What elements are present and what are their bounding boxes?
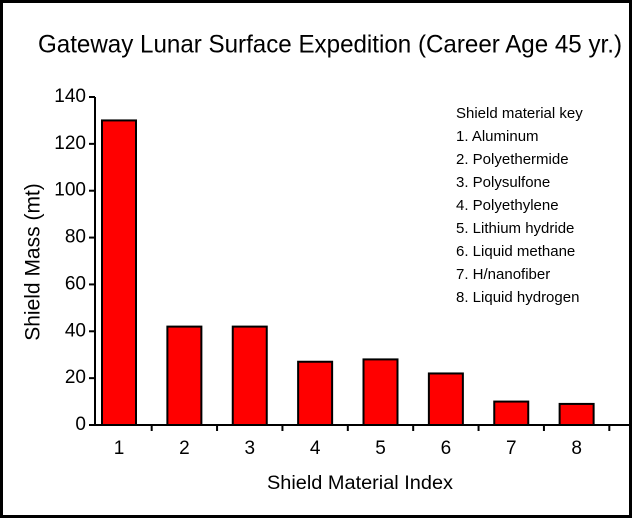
bar — [297, 360, 334, 426]
y-tick-label: 0 — [75, 414, 86, 435]
key-item: 2. Polyethermide — [456, 151, 569, 168]
x-tick-label: 4 — [310, 438, 321, 459]
bar — [558, 402, 595, 426]
x-tick-label: 8 — [571, 438, 582, 459]
x-tick-label: 7 — [506, 438, 517, 459]
x-tick-label: 5 — [375, 438, 386, 459]
key-item: 7. H/nanofiber — [456, 266, 550, 283]
key-item: 1. Aluminum — [456, 128, 539, 145]
bar — [101, 119, 137, 427]
bar — [362, 358, 399, 426]
key-title: Shield material key — [456, 105, 583, 122]
y-tick-label: 140 — [54, 86, 86, 107]
key-item: 6. Liquid methane — [456, 243, 575, 260]
x-tick-label: 3 — [244, 438, 255, 459]
key-item: 8. Liquid hydrogen — [456, 289, 579, 306]
key-item: 3. Polysulfone — [456, 174, 550, 191]
bar — [493, 400, 530, 427]
bar — [166, 325, 203, 427]
x-tick-label: 6 — [441, 438, 452, 459]
y-tick-label: 100 — [54, 180, 86, 201]
bar — [427, 372, 464, 427]
key-item: 5. Lithium hydride — [456, 220, 574, 237]
x-tick-label: 2 — [179, 438, 190, 459]
chart-title: Gateway Lunar Surface Expedition (Career… — [38, 31, 622, 59]
y-tick-label: 20 — [65, 367, 86, 388]
y-tick-label: 60 — [65, 273, 86, 294]
y-axis-label: Shield Mass (mt) — [22, 183, 45, 341]
x-tick-label: 1 — [114, 438, 125, 459]
key-item: 4. Polyethylene — [456, 197, 559, 214]
y-tick-label: 40 — [65, 320, 86, 341]
x-axis-label: Shield Material Index — [267, 473, 454, 494]
y-tick-label: 120 — [54, 133, 86, 154]
bar — [231, 325, 268, 427]
y-tick-label: 80 — [65, 227, 86, 248]
